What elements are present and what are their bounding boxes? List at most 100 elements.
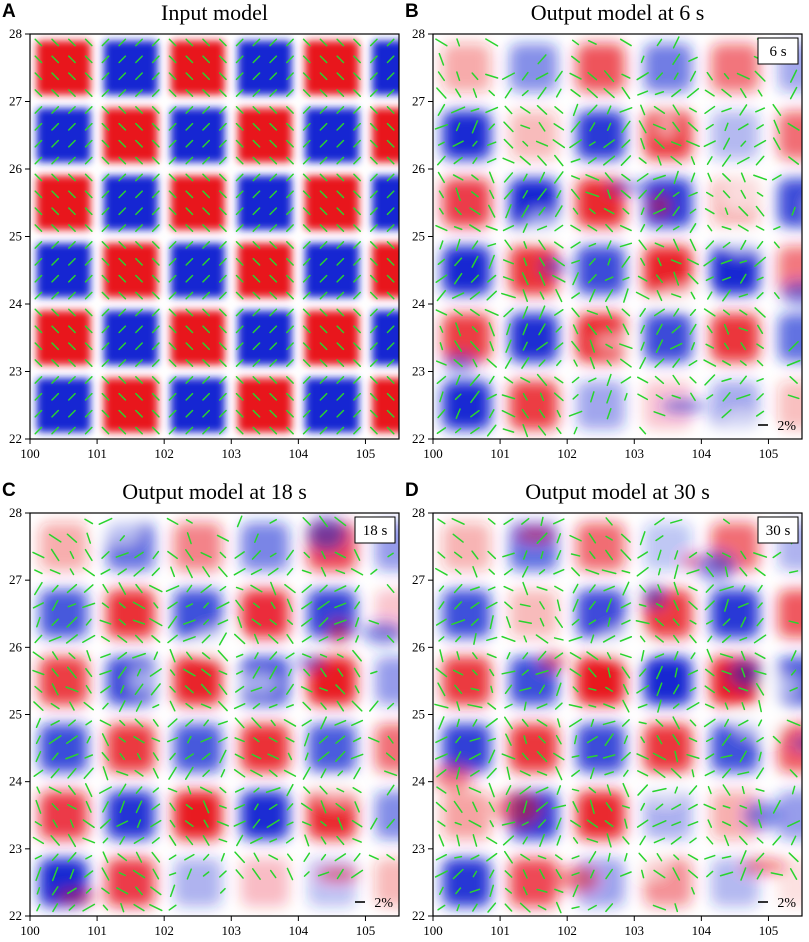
anisotropy-bar	[556, 409, 562, 418]
anisotropy-bar	[252, 224, 261, 232]
anisotropy-bar	[268, 736, 278, 743]
anisotropy-bar	[738, 293, 748, 298]
anisotropy-bar	[69, 701, 75, 711]
anisotropy-bar	[653, 308, 665, 317]
anisotropy-bar	[535, 669, 549, 676]
anisotropy-bar	[437, 71, 446, 82]
anisotropy-bar	[235, 599, 245, 612]
anisotropy-bar	[133, 903, 145, 912]
negative-anomaly-cell	[36, 108, 91, 163]
anisotropy-bar	[453, 226, 463, 231]
anisotropy-bar	[319, 139, 328, 148]
anisotropy-bar	[101, 190, 110, 199]
anisotropy-bar	[571, 292, 581, 299]
anisotropy-bar	[268, 769, 278, 778]
anisotropy-bar	[673, 634, 680, 644]
anisotropy-bar	[538, 121, 546, 132]
anisotropy-bar	[336, 700, 345, 712]
anisotropy-bar	[319, 392, 328, 401]
anisotropy-bar	[502, 835, 515, 846]
anisotropy-bar	[689, 687, 697, 692]
anisotropy-bar	[671, 394, 681, 399]
anisotropy-bar	[455, 88, 462, 98]
anisotropy-bar	[286, 291, 294, 300]
anisotropy-bar	[336, 257, 345, 266]
anisotropy-bar	[51, 224, 60, 232]
anisotropy-bar	[100, 685, 111, 694]
anisotropy-bar	[571, 906, 580, 910]
anisotropy-bar	[538, 305, 546, 320]
recovery-artifact	[102, 516, 139, 542]
anisotropy-bar	[369, 38, 378, 47]
anisotropy-bar	[487, 902, 497, 913]
anisotropy-bar	[286, 853, 294, 861]
anisotropy-bar	[269, 156, 278, 165]
anisotropy-bar	[722, 391, 731, 402]
anisotropy-bar	[320, 836, 327, 845]
anisotropy-bar	[706, 291, 713, 300]
anisotropy-bar	[386, 156, 395, 165]
anisotropy-bar	[67, 376, 76, 384]
anisotropy-bar	[82, 634, 96, 643]
negative-anomaly-cell	[509, 43, 558, 93]
anisotropy-bar	[185, 359, 194, 367]
anisotropy-bar	[485, 73, 499, 79]
anisotropy-bar	[252, 308, 261, 317]
anisotropy-bar	[522, 323, 529, 336]
anisotropy-bar	[522, 392, 528, 401]
positive-anomaly-cell	[106, 589, 155, 638]
anisotropy-bar	[486, 767, 497, 779]
recovery-artifact	[728, 659, 764, 690]
anisotropy-bar	[117, 666, 127, 679]
anisotropy-bar	[201, 668, 212, 677]
recovery-artifact	[724, 237, 757, 256]
anisotropy-bar	[436, 427, 447, 435]
anisotropy-bar	[501, 292, 516, 299]
y-tick-label: 22	[412, 431, 425, 446]
anisotropy-bar	[235, 173, 244, 182]
anisotropy-bar	[621, 619, 631, 625]
anisotropy-bar	[101, 274, 110, 283]
negative-anomaly-cell	[777, 178, 802, 228]
anisotropy-bar	[218, 805, 227, 809]
anisotropy-bar	[116, 770, 129, 776]
anisotropy-bar	[469, 888, 481, 894]
anisotropy-bar	[622, 782, 630, 798]
anisotropy-bar	[286, 274, 294, 283]
anisotropy-bar	[149, 668, 162, 677]
anisotropy-bar	[386, 139, 395, 148]
anisotropy-bar	[252, 72, 261, 81]
anisotropy-bar	[302, 701, 312, 711]
negative-anomaly-cell	[442, 380, 491, 430]
recovery-artifact	[327, 619, 350, 646]
anisotropy-bar	[185, 122, 194, 131]
anisotropy-bar	[235, 426, 244, 435]
anisotropy-bar	[438, 585, 445, 592]
anisotropy-bar	[688, 56, 698, 62]
anisotropy-bar	[369, 139, 378, 148]
anisotropy-bar	[234, 804, 246, 810]
anisotropy-bar	[539, 392, 545, 402]
anisotropy-bar	[319, 72, 328, 81]
anisotropy-bar	[169, 802, 176, 812]
anisotropy-bar	[34, 342, 43, 351]
anisotropy-bar	[655, 603, 663, 608]
y-tick-label: 28	[9, 505, 22, 520]
anisotropy-bar	[554, 652, 564, 660]
anisotropy-bar	[722, 618, 731, 626]
anisotropy-bar	[99, 719, 112, 727]
anisotropy-bar	[621, 308, 631, 317]
anisotropy-bar	[302, 106, 311, 114]
anisotropy-bar	[285, 683, 294, 695]
anisotropy-bar	[538, 735, 546, 744]
anisotropy-bar	[619, 38, 632, 47]
anisotropy-bar	[235, 325, 244, 334]
anisotropy-bar	[319, 342, 328, 351]
anisotropy-bar	[756, 868, 764, 880]
anisotropy-bar	[69, 868, 75, 880]
anisotropy-bar	[336, 224, 345, 232]
y-tick-label: 24	[9, 296, 23, 311]
anisotropy-bar	[116, 887, 129, 895]
positive-anomaly-cell	[442, 178, 491, 228]
